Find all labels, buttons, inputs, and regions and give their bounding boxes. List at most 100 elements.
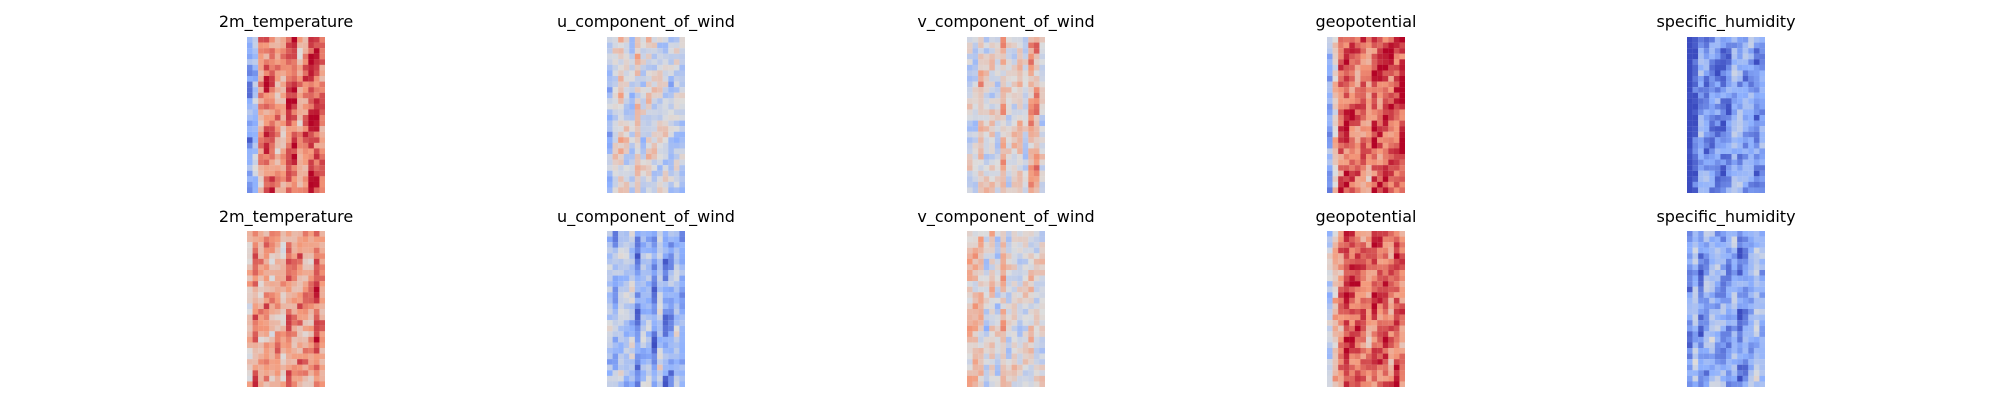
heatmap-cell (1720, 181, 1727, 188)
heatmap-cell (1382, 165, 1389, 171)
heatmap-cell (313, 320, 320, 326)
heatmap-cell (1759, 126, 1765, 132)
heatmap-cell (640, 353, 647, 360)
heatmap-cell (258, 370, 264, 376)
heatmap-cell (1017, 242, 1023, 248)
heatmap-cell (983, 270, 990, 276)
heatmap-cell (618, 70, 624, 77)
heatmap-cell (629, 281, 635, 287)
heatmap-cell (978, 53, 984, 60)
heatmap-cell (319, 286, 325, 293)
heatmap-cell (263, 370, 270, 376)
heatmap-cell (319, 103, 325, 110)
heatmap-cell (1742, 303, 1749, 310)
heatmap-cell (1354, 64, 1361, 71)
heatmap-cell (651, 70, 658, 77)
heatmap-cell (1349, 331, 1355, 337)
heatmap-cell (972, 37, 979, 43)
heatmap-cell (258, 336, 264, 343)
heatmap-cell (1759, 231, 1765, 237)
heatmap-cell (640, 264, 647, 271)
heatmap-cell (1022, 281, 1029, 287)
heatmap-cell (1354, 264, 1361, 271)
heatmap-cell (651, 231, 658, 237)
heatmap-cell (657, 64, 663, 71)
heatmap-cell (1022, 103, 1029, 110)
heatmap-cell (657, 42, 663, 49)
heatmap-cell (1388, 231, 1394, 237)
heatmap-cell (989, 281, 995, 287)
heatmap-cell (1011, 303, 1018, 310)
heatmap-cell (607, 81, 613, 88)
heatmap-cell (247, 270, 253, 276)
heatmap-cell (1742, 309, 1749, 315)
heatmap-cell (1022, 181, 1029, 188)
heatmap-cell (1692, 297, 1699, 304)
heatmap-cell (612, 325, 619, 332)
heatmap-cell (263, 70, 270, 77)
heatmap-cell (1759, 275, 1765, 282)
heatmap-cell (1748, 375, 1754, 382)
heatmap-cell (612, 126, 619, 132)
heatmap-cell (1748, 76, 1754, 82)
heatmap-cell (1028, 320, 1034, 326)
heatmap-cell (623, 137, 630, 143)
heatmap-cell (1006, 258, 1012, 265)
heatmap-cell (1692, 115, 1699, 121)
heatmap-cell (607, 59, 613, 65)
heatmap-cell (673, 286, 680, 293)
heatmap-cell (1709, 247, 1715, 254)
heatmap-cell (972, 292, 979, 298)
heatmap-cell (623, 87, 630, 93)
heatmap-cell (1393, 253, 1400, 259)
heatmap-cell (668, 336, 674, 343)
heatmap-cell (978, 286, 984, 293)
heatmap-cell (1022, 258, 1029, 265)
heatmap-cell (302, 236, 309, 243)
heatmap-cell (1759, 70, 1765, 77)
heatmap-cell (258, 70, 264, 77)
heatmap-cell (313, 236, 320, 243)
heatmap-cell (1703, 381, 1710, 387)
heatmap-cell (618, 59, 624, 65)
heatmap-cell (967, 303, 973, 310)
heatmap-cell (1011, 231, 1018, 237)
heatmap-cell (1692, 370, 1699, 376)
heatmap-cell (274, 87, 281, 93)
heatmap-cell (673, 236, 680, 243)
heatmap-cell (247, 165, 253, 171)
heatmap-cell (978, 70, 984, 77)
heatmap-cell (978, 331, 984, 337)
heatmap-cell (1011, 342, 1018, 349)
heatmap-cell (1366, 81, 1372, 88)
heatmap-cell (651, 292, 658, 298)
heatmap-cell (1022, 98, 1029, 104)
heatmap-cell (1343, 76, 1350, 82)
heatmap-cell (1393, 64, 1400, 71)
heatmap-cell (1354, 92, 1361, 99)
heatmap-cell (1720, 159, 1727, 166)
heatmap-cell (1377, 181, 1383, 188)
heatmap-cell (1714, 264, 1721, 271)
heatmap-cell (269, 258, 275, 265)
heatmap-cell (280, 131, 287, 138)
heatmap-cell (994, 87, 1001, 93)
heatmap-cell (1731, 292, 1738, 298)
heatmap-cell (1726, 103, 1732, 110)
heatmap-cell (1000, 109, 1007, 116)
heatmap-cell (247, 281, 253, 287)
heatmap-cell (319, 120, 325, 127)
heatmap-cell (646, 103, 652, 110)
heatmap-cell (623, 309, 630, 315)
heatmap-cell (1022, 87, 1029, 93)
heatmap-cell (319, 325, 325, 332)
heatmap-cell (623, 81, 630, 88)
heatmap-cell (1327, 137, 1333, 143)
heatmap-cell (1371, 64, 1378, 71)
heatmap-cell (1039, 342, 1045, 349)
heatmap-cell (1692, 314, 1699, 321)
heatmap-cell (1737, 187, 1743, 193)
heatmap-cell (1388, 348, 1394, 354)
heatmap-cell (972, 87, 979, 93)
heatmap-cell (308, 253, 314, 259)
